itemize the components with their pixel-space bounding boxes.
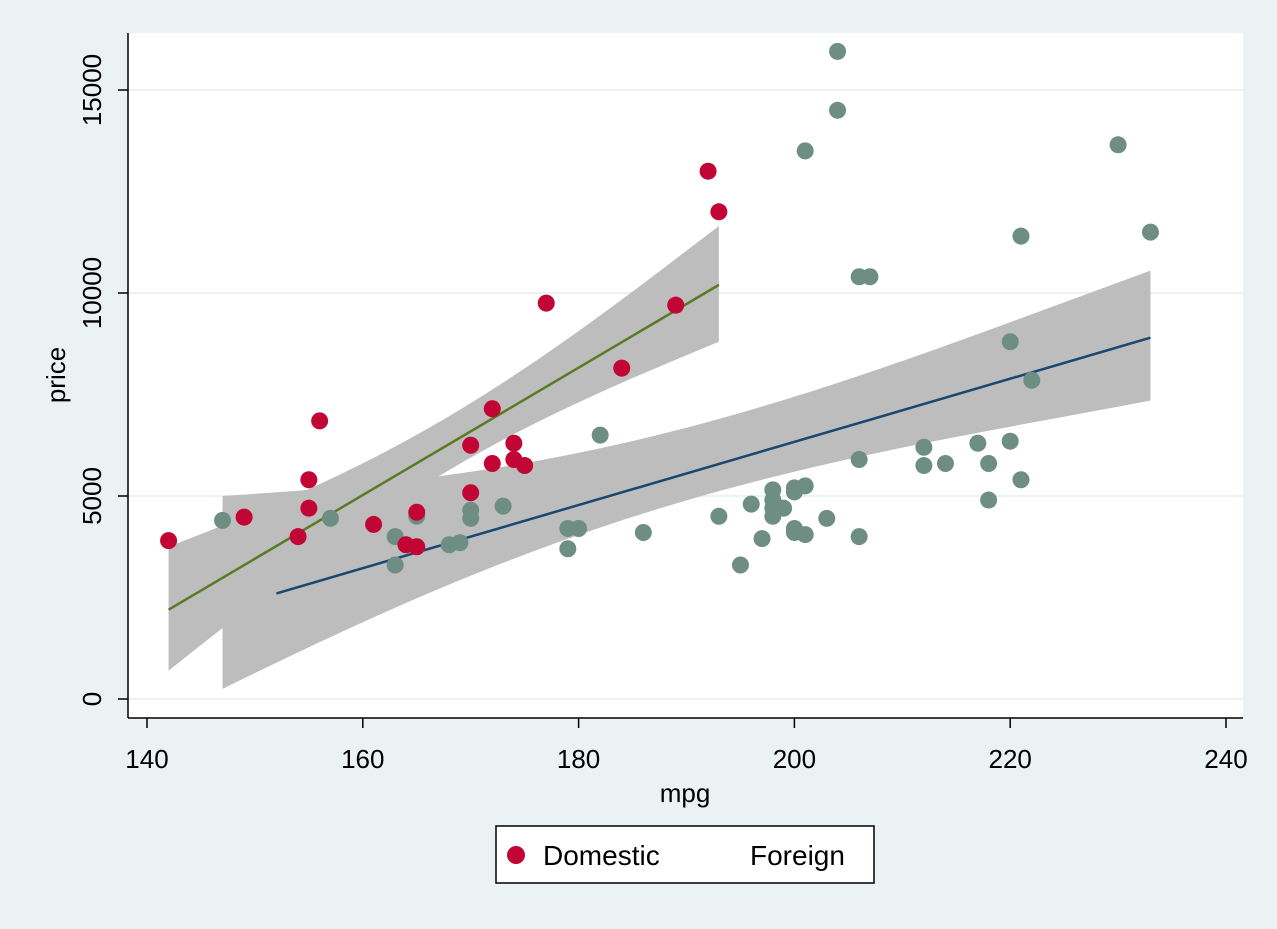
point-domestic xyxy=(462,436,480,454)
point-foreign xyxy=(796,477,814,495)
point-foreign xyxy=(980,491,998,509)
point-foreign xyxy=(710,507,728,525)
point-domestic xyxy=(537,294,555,312)
point-foreign xyxy=(980,455,998,473)
y-tick-label-0: 0 xyxy=(77,692,107,706)
point-foreign xyxy=(861,268,879,286)
x-tick-label-180: 180 xyxy=(557,744,600,774)
point-domestic xyxy=(699,162,717,180)
x-axis-title: mpg xyxy=(660,778,711,808)
x-tick-label-200: 200 xyxy=(773,744,816,774)
point-foreign xyxy=(591,426,609,444)
point-foreign xyxy=(829,101,847,119)
point-domestic xyxy=(408,538,426,556)
point-foreign xyxy=(850,528,868,546)
point-domestic xyxy=(235,508,253,526)
point-domestic xyxy=(160,532,178,550)
point-domestic xyxy=(300,499,318,517)
point-foreign xyxy=(936,455,954,473)
point-foreign xyxy=(818,509,836,527)
legend-label-domestic: Domestic xyxy=(543,840,660,871)
point-foreign xyxy=(1001,432,1019,450)
point-foreign xyxy=(796,526,814,544)
point-domestic xyxy=(311,412,329,430)
point-foreign xyxy=(915,438,933,456)
point-foreign xyxy=(1001,333,1019,351)
point-foreign xyxy=(753,530,771,548)
y-axis-title: price xyxy=(41,347,71,403)
x-tick-label-240: 240 xyxy=(1204,744,1247,774)
point-foreign xyxy=(386,556,404,574)
point-domestic xyxy=(289,528,307,546)
point-domestic xyxy=(710,203,728,221)
point-domestic xyxy=(483,455,501,473)
point-foreign xyxy=(451,534,469,552)
point-foreign xyxy=(829,42,847,60)
point-foreign xyxy=(775,499,793,517)
legend-label-foreign: Foreign xyxy=(750,840,845,871)
point-domestic xyxy=(667,296,685,314)
point-domestic xyxy=(408,503,426,521)
point-foreign xyxy=(1012,471,1030,489)
point-foreign xyxy=(570,519,588,537)
fit-line-domestic xyxy=(167,283,720,611)
point-foreign xyxy=(1023,371,1041,389)
point-foreign xyxy=(321,509,339,527)
point-domestic xyxy=(516,457,534,475)
point-domestic xyxy=(365,515,383,533)
point-domestic xyxy=(300,471,318,489)
y-tick-label-10000: 10000 xyxy=(77,257,107,329)
point-foreign xyxy=(634,524,652,542)
legend-box xyxy=(495,825,875,884)
point-foreign xyxy=(494,497,512,515)
point-domestic xyxy=(505,434,523,452)
point-foreign xyxy=(796,142,814,160)
point-domestic xyxy=(483,400,501,418)
scatter-points xyxy=(160,42,1159,574)
point-domestic xyxy=(613,359,631,377)
point-foreign xyxy=(969,434,987,452)
point-foreign xyxy=(915,457,933,475)
point-domestic xyxy=(462,484,480,502)
x-tick-label-220: 220 xyxy=(989,744,1032,774)
y-tick-label-15000: 15000 xyxy=(77,54,107,126)
point-foreign xyxy=(214,511,232,529)
legend: Domestic Foreign xyxy=(495,825,875,884)
point-foreign xyxy=(1012,227,1030,245)
point-foreign xyxy=(1141,223,1159,241)
point-foreign xyxy=(731,556,749,574)
x-tick-label-160: 160 xyxy=(341,744,384,774)
point-foreign xyxy=(742,495,760,513)
axes: 140 160 180 200 220 240 0 5000 10000 15000 xyxy=(77,33,1248,774)
point-foreign xyxy=(850,450,868,468)
point-foreign xyxy=(559,540,577,558)
point-foreign xyxy=(1109,136,1127,154)
y-tick-label-5000: 5000 xyxy=(77,467,107,525)
legend-marker-domestic xyxy=(507,846,525,864)
ci-band-foreign xyxy=(222,270,1151,689)
x-tick-label-140: 140 xyxy=(125,744,168,774)
point-foreign xyxy=(462,509,480,527)
